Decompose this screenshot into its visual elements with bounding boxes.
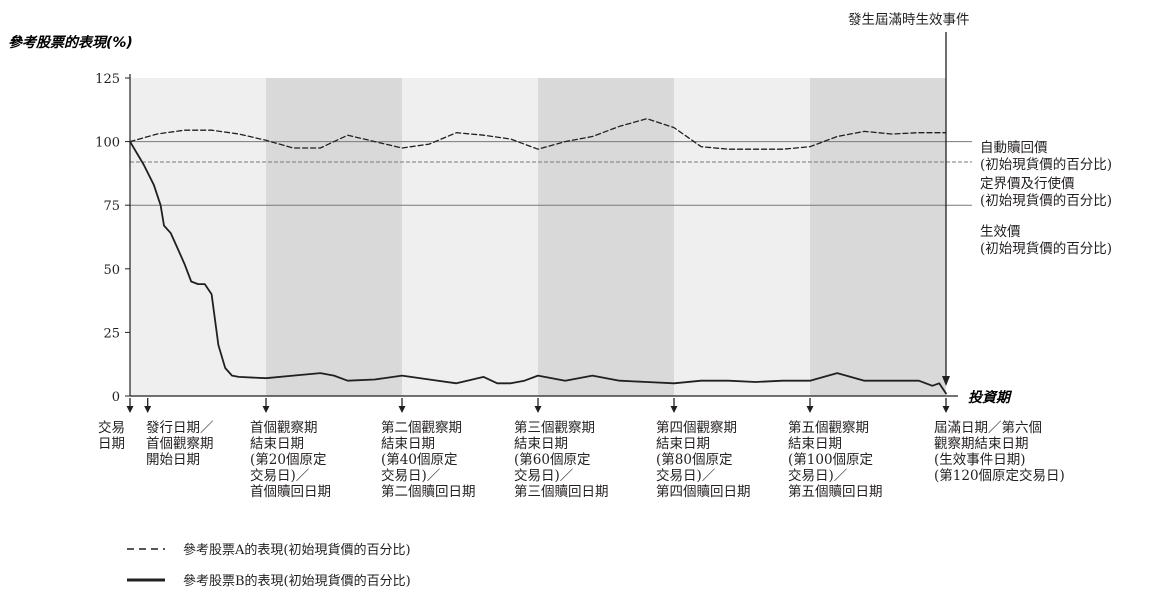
y-tick-label-2: 50 [103,263,120,278]
legend: 參考股票A的表現(初始現貨價的百分比) 參考股票B的表現(初始現貨價的百分比) [127,542,411,589]
milestone-label-line: 第二個觀察期 [381,419,462,436]
milestone-label-line: 交易日)／ [514,467,574,484]
milestone-arrow-5 [534,406,542,413]
milestone-label-line: 結束日期 [788,436,842,452]
y-tick-label-5: 125 [95,72,120,87]
milestone-arrow-3 [262,406,270,413]
x-axis-milestones: 交易日期發行日期／首個觀察期開始日期首個觀察期結束日期(第20個原定交易日)／首… [98,398,1065,500]
reference-label-2: 定界價及行使價(初始現貨價的百分比) [980,175,1112,209]
milestone-label-line: 第三個贖回日期 [514,483,609,500]
milestone-label-line: 交易日)／ [381,467,441,484]
series-line-1 [129,118,947,150]
milestone-arrow-8 [942,406,950,413]
milestone-label-6: 第四個觀察期結束日期(第80個原定交易日)／第四個贖回日期 [656,419,751,500]
milestone-label-line: 結束日期 [514,436,568,452]
milestone-label-line: (第100個原定 [788,451,873,468]
y-axis-title: 參考股票的表現(%) [8,34,133,51]
milestone-label-3: 首個觀察期結束日期(第20個原定交易日)／首個贖回日期 [250,419,331,500]
milestone-label-line: 觀察期結束日期 [934,435,1029,452]
milestone-label-line: 首個贖回日期 [250,484,331,500]
milestone-arrow-6 [670,406,678,413]
reference-label-line: 生效價 [980,224,1021,240]
milestone-arrow-1 [126,406,134,413]
annotation-label: 發生屆滿時生效事件 [848,12,970,28]
y-tick-label-1: 25 [103,326,120,341]
observation-band-4 [538,78,674,396]
milestone-label-line: (第120個原定交易日) [934,467,1065,484]
milestone-label-line: (生效事件日期) [934,452,1026,468]
milestone-label-line: 結束日期 [250,436,304,452]
milestone-label-line: 交易日)／ [788,467,848,484]
milestone-label-line: (第20個原定 [250,451,326,468]
milestone-label-line: (第80個原定 [656,451,732,468]
milestone-label-line: 第四個贖回日期 [656,483,751,500]
milestone-label-line: 發行日期／ [146,420,214,436]
observation-band-5 [674,78,810,396]
milestone-label-line: 結束日期 [381,436,435,452]
y-axis-ticks: 0 25 50 75 100 125 [95,72,130,405]
reference-label-1: 自動贖回價(初始現貨價的百分比) [980,140,1112,173]
milestone-label-line: 交易日)／ [656,467,716,484]
milestone-arrow-4 [398,406,406,413]
reference-label-3: 生效價(初始現貨價的百分比) [980,224,1112,257]
axes [129,74,958,397]
reference-lines [130,141,972,206]
milestone-label-line: 第五個觀察期 [788,419,869,436]
annotation-arrowhead [942,376,950,386]
reference-label-line: 定界價及行使價 [980,175,1075,192]
series-line-2 [129,140,947,395]
milestone-label-line: 交易 [98,419,125,436]
milestone-label-line: (第60個原定 [514,451,590,468]
milestone-label-8: 屆滿日期／第六個觀察期結束日期(生效事件日期) (第120個原定交易日) [934,419,1065,484]
milestone-label-line: 首個觀察期 [146,435,214,452]
reference-label-line: 自動贖回價 [980,140,1048,156]
observation-band-6 [810,78,946,396]
legend-label-1: 參考股票A的表現(初始現貨價的百分比) [183,542,411,558]
x-axis-title: 投資期 [968,389,1013,406]
observation-band-3 [402,78,538,396]
milestone-label-line: 第二個贖回日期 [381,483,476,500]
milestone-label-line: 交易日)／ [250,467,310,484]
milestone-label-line: (第40個原定 [381,451,457,468]
y-tick-label-4: 100 [95,136,120,151]
milestone-arrow-7 [806,406,814,413]
milestone-label-1: 交易日期 [98,419,125,452]
reference-labels: 自動贖回價(初始現貨價的百分比)定界價及行使價(初始現貨價的百分比)生效價(初始… [980,140,1112,257]
observation-band-1 [130,78,266,396]
milestone-label-line: 屆滿日期／第六個 [934,419,1042,436]
milestone-label-4: 第二個觀察期結束日期(第40個原定交易日)／第二個贖回日期 [381,419,476,500]
milestone-label-line: 開始日期 [146,452,200,468]
milestone-label-line: 第三個觀察期 [514,419,595,436]
milestone-label-5: 第三個觀察期結束日期(第60個原定交易日)／第三個贖回日期 [514,419,609,500]
milestone-arrow-2 [144,406,152,413]
milestone-label-line: 第五個贖回日期 [788,483,883,500]
milestone-label-line: 第四個觀察期 [656,419,737,436]
milestone-label-line: 首個觀察期 [250,419,318,436]
observation-period-bands [130,78,946,396]
y-tick-label-3: 75 [103,199,120,214]
annotation: 發生屆滿時生效事件 [848,12,970,386]
reference-label-line: (初始現貨價的百分比) [980,192,1112,209]
milestone-label-line: 結束日期 [656,436,710,452]
legend-label-2: 參考股票B的表現(初始現貨價的百分比) [183,573,411,589]
milestone-label-line: 日期 [98,436,125,452]
observation-band-2 [266,78,402,396]
milestone-label-2: 發行日期／首個觀察期開始日期 [146,420,214,468]
reference-label-line: (初始現貨價的百分比) [980,240,1112,257]
y-tick-label-0: 0 [112,390,120,405]
reference-label-line: (初始現貨價的百分比) [980,156,1112,173]
milestone-label-7: 第五個觀察期結束日期(第100個原定交易日)／第五個贖回日期 [788,419,883,500]
series-lines [129,118,947,395]
